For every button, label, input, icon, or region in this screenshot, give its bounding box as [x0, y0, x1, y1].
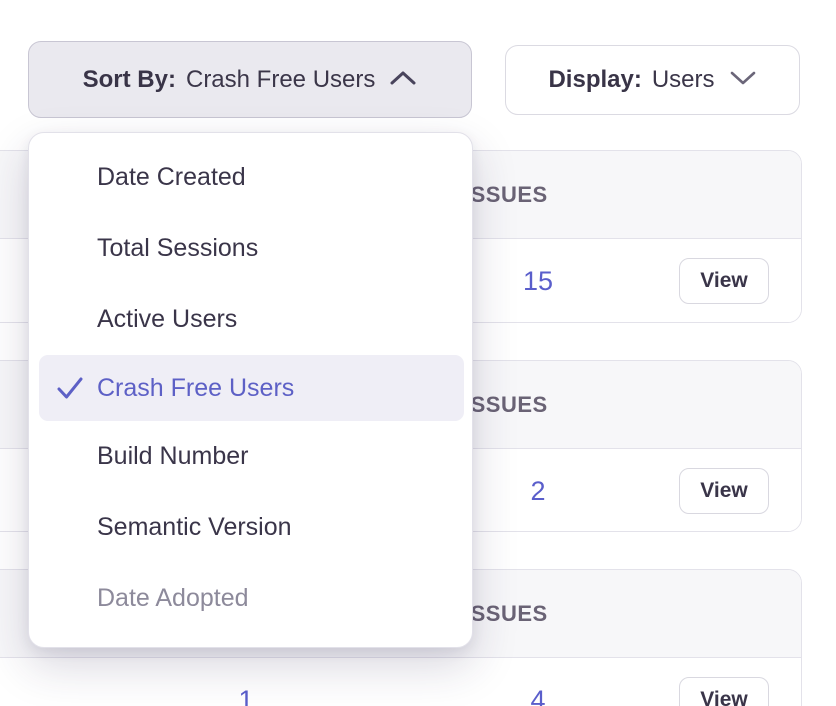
- view-button[interactable]: View: [679, 677, 769, 706]
- menu-item-crash-free-users[interactable]: Crash Free Users: [39, 355, 464, 421]
- menu-item-date-created[interactable]: Date Created: [97, 163, 246, 191]
- sort-by-label: Sort By:: [82, 65, 176, 93]
- sort-by-button[interactable]: Sort By: Crash Free Users: [28, 41, 472, 118]
- issues-count-link[interactable]: 4: [530, 684, 546, 706]
- issues-column-header: ISSUES: [464, 601, 548, 626]
- issues-column-header: ISSUES: [464, 182, 548, 207]
- issues-column-header: ISSUES: [464, 392, 548, 417]
- checkmark-icon: [56, 376, 84, 408]
- view-button[interactable]: View: [679, 468, 769, 514]
- view-button[interactable]: View: [679, 258, 769, 304]
- menu-item-semantic-version[interactable]: Semantic Version: [97, 513, 292, 541]
- menu-item-active-users[interactable]: Active Users: [97, 305, 238, 333]
- menu-item-total-sessions[interactable]: Total Sessions: [97, 234, 259, 262]
- issues-count-link[interactable]: 2: [530, 475, 546, 506]
- other-count-link[interactable]: 1: [238, 684, 254, 706]
- menu-item-date-adopted[interactable]: Date Adopted: [97, 584, 249, 612]
- sort-by-value: Crash Free Users: [185, 65, 376, 93]
- display-button[interactable]: Display: Users: [505, 45, 800, 115]
- issues-count-link[interactable]: 15: [522, 265, 554, 296]
- chevron-down-icon: [729, 66, 757, 94]
- menu-item-build-number[interactable]: Build Number: [97, 442, 249, 470]
- menu-item-label: Crash Free Users: [97, 373, 295, 402]
- display-value: Users: [651, 66, 715, 93]
- chevron-up-icon: [389, 66, 417, 94]
- release-card-3-body: 1 4 View: [0, 658, 801, 706]
- sort-by-dropdown-menu: Date Created Total Sessions Active Users…: [28, 132, 473, 648]
- display-label: Display:: [548, 66, 642, 93]
